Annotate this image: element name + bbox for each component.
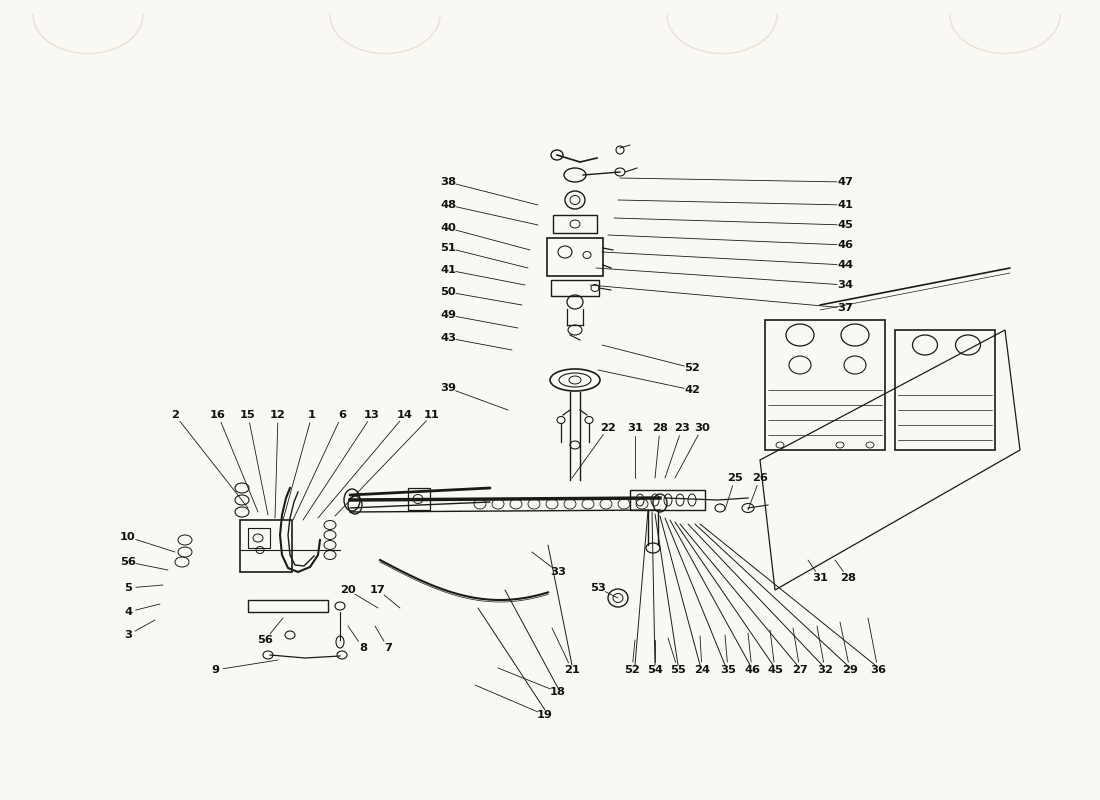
Bar [547,238,603,276]
Text: 36: 36 [870,665,886,675]
Text: 47: 47 [837,177,852,187]
Bar [630,490,705,510]
Text: 1: 1 [308,410,316,420]
Text: 5: 5 [124,583,132,593]
Text: 25: 25 [727,473,742,483]
Text: 53: 53 [590,583,606,593]
Text: 48: 48 [440,200,456,210]
Bar [408,488,430,510]
Text: 46: 46 [837,240,852,250]
Text: 11: 11 [425,410,440,420]
Text: 26: 26 [752,473,768,483]
Text: 21: 21 [564,665,580,675]
Text: 29: 29 [843,665,858,675]
Text: 43: 43 [440,333,456,343]
Text: 42: 42 [684,385,700,395]
Text: 31: 31 [812,573,828,583]
Text: 39: 39 [440,383,456,393]
Text: 28: 28 [840,573,856,583]
Text: 28: 28 [652,423,668,433]
Text: 2: 2 [172,410,179,420]
Text: 32: 32 [817,665,833,675]
Bar [553,215,597,233]
Text: 34: 34 [837,280,852,290]
Text: 49: 49 [440,310,456,320]
Text: 13: 13 [364,410,380,420]
Bar [248,600,328,612]
Text: 22: 22 [601,423,616,433]
Text: 15: 15 [240,410,256,420]
Text: 56: 56 [257,635,273,645]
Text: 9: 9 [211,665,219,675]
Text: 44: 44 [837,260,852,270]
Text: 46: 46 [744,665,760,675]
Text: 18: 18 [550,687,565,697]
Text: 10: 10 [120,532,136,542]
Text: 12: 12 [271,410,286,420]
Text: 4: 4 [124,607,132,617]
Text: 3: 3 [124,630,132,640]
Bar [895,330,996,450]
Text: 45: 45 [837,220,852,230]
Text: 40: 40 [440,223,455,233]
Bar [248,528,270,548]
Text: 51: 51 [440,243,455,253]
Text: 45: 45 [767,665,783,675]
Text: 6: 6 [338,410,346,420]
Text: 8: 8 [359,643,367,653]
Text: 14: 14 [397,410,412,420]
Text: 27: 27 [792,665,807,675]
Text: 20: 20 [340,585,356,595]
Text: 55: 55 [670,665,686,675]
Text: 17: 17 [370,585,386,595]
Text: 30: 30 [694,423,710,433]
Text: 31: 31 [627,423,642,433]
Text: 38: 38 [440,177,456,187]
Text: 35: 35 [720,665,736,675]
Text: 16: 16 [210,410,225,420]
Text: 41: 41 [440,265,455,275]
Text: 33: 33 [550,567,566,577]
Text: 41: 41 [837,200,852,210]
Text: 54: 54 [647,665,663,675]
Bar [240,520,292,572]
Text: 23: 23 [674,423,690,433]
Text: 7: 7 [384,643,392,653]
Text: 50: 50 [440,287,455,297]
Bar [764,320,886,450]
Text: 37: 37 [837,303,852,313]
Text: 52: 52 [624,665,640,675]
Text: 56: 56 [120,557,136,567]
Text: 24: 24 [694,665,710,675]
Text: 19: 19 [537,710,553,720]
Bar [551,280,600,296]
Text: 52: 52 [684,363,700,373]
